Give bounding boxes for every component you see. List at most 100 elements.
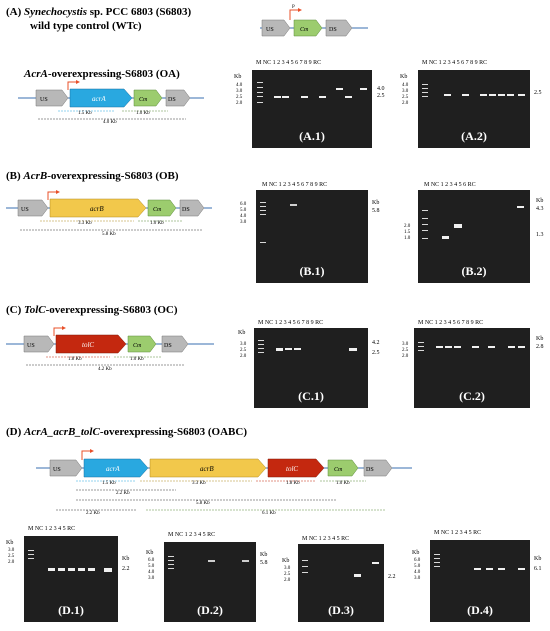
section-c-title: (C) TolC-overexpressing-S6803 (OC)	[6, 304, 178, 316]
gel-d3: (D.3)	[298, 544, 384, 622]
wt-ds-label: DS	[329, 27, 337, 33]
oc-dist3: 4.2 Kb	[98, 367, 112, 372]
gel-b2-kb: Kb	[536, 198, 544, 204]
wt-cm-label: Cm	[300, 27, 309, 33]
svg-text:Cm: Cm	[139, 97, 148, 103]
gel-c2-label: (C.2)	[459, 389, 485, 403]
svg-text:Cm: Cm	[133, 343, 142, 349]
wt-construct-diagram: US P Cm DS	[260, 5, 368, 37]
gel-b2: (B.2)	[418, 190, 530, 283]
gel-d1-label: (D.1)	[58, 603, 84, 617]
svg-text:US: US	[53, 467, 61, 473]
gel-b1-label: (B.1)	[299, 264, 325, 278]
oc-dist2: 1.0 Kb	[130, 357, 144, 362]
gel-d4-kb-right: Kb	[534, 556, 542, 562]
oa-dist3: 4.0 Kb	[103, 120, 117, 125]
gel-a2-kb: Kb	[400, 74, 408, 80]
gel-d1-kb: Kb	[6, 540, 14, 546]
gel-a1-label: (A.1)	[299, 129, 325, 143]
gel-d4-kb: Kb	[412, 550, 420, 556]
gel-d1: (D.1)	[24, 536, 118, 622]
ob-dist2: 1.0 Kb	[150, 221, 164, 226]
gel-d2-sizes: 6.0 5.0 4.0 3.0	[148, 558, 155, 581]
gel-b2-right2: 1.3	[536, 232, 544, 238]
gel-c2: (C.2)	[414, 328, 530, 408]
gel-d1-right1: 2.2	[122, 566, 130, 572]
svg-text:tolC: tolC	[286, 465, 298, 473]
gel-a1-right1: 4.0	[377, 86, 385, 92]
gel-d4-sizes: 6.0 5.0 4.0 3.0	[414, 558, 421, 581]
gel-d3-right1: 2.2	[388, 574, 396, 580]
svg-text:3.3 Kb: 3.3 Kb	[192, 481, 206, 486]
gel-a1: (A.1)	[252, 70, 372, 148]
svg-text:1.8 Kb: 1.8 Kb	[286, 481, 300, 486]
svg-text:US: US	[40, 97, 48, 103]
gel-d3-lanes: M NC 1 2 3 4 5 RC	[302, 536, 350, 542]
gel-c2-lanes: M NC 1 2 3 4 5 6 7 8 9 RC	[418, 320, 484, 326]
oa-gene-label: acrA	[92, 95, 106, 103]
gel-c2-sizes: 3.0 2.5 2.0	[402, 342, 409, 359]
gel-b1-sizes: 6.0 5.0 4.0 3.0	[240, 202, 247, 225]
svg-text:acrB: acrB	[200, 465, 214, 473]
svg-text:2.2 Kb: 2.2 Kb	[86, 511, 100, 516]
wt-us-label: US	[266, 27, 274, 33]
ob-gene-label: acrB	[90, 205, 104, 213]
gel-a1-sizes: 4.0 3.0 2.5 2.0	[236, 83, 243, 106]
gel-d2-kb-right: Kb	[260, 552, 268, 558]
section-a-title: (A) Synechocystis sp. PCC 6803 (S6803)	[6, 6, 192, 18]
gel-c1-sizes: 3.0 2.5 2.0	[240, 342, 247, 359]
gel-d3-kb: Kb	[282, 558, 290, 564]
gel-c2-right1: 2.8	[536, 344, 544, 350]
gel-d4: (D.4)	[430, 540, 530, 622]
svg-text:DS: DS	[164, 343, 172, 349]
svg-text:DS: DS	[366, 467, 374, 473]
gel-b1: (B.1)	[256, 190, 368, 283]
svg-text:US: US	[21, 207, 29, 213]
gel-a1-right2: 2.5	[377, 93, 385, 99]
gel-a2-label: (A.2)	[461, 129, 487, 143]
gel-d1-lanes: M NC 1 2 3 4 5 RC	[28, 526, 76, 532]
oc-gene-label: tolC	[82, 341, 94, 349]
svg-text:1.0 Kb: 1.0 Kb	[336, 481, 350, 486]
gel-a1-kb: Kb	[234, 74, 242, 80]
section-d-title: (D) AcrA_acrB_tolC-overexpressing-S6803 …	[6, 426, 247, 438]
gel-b2-lanes: M NC 1 2 3 4 5 6 RC	[424, 182, 476, 188]
ob-dist1: 3.3 Kb	[78, 221, 92, 226]
gel-c1-right2: 2.5	[372, 350, 380, 356]
gel-d4-lanes: M NC 1 2 3 4 5 RC	[434, 530, 482, 536]
section-a-subtitle: wild type control (WTc)	[30, 20, 142, 32]
gel-b1-lanes: M NC 1 2 3 4 5 6 7 8 9 RC	[262, 182, 328, 188]
gel-a2-right1: 2.5	[534, 90, 542, 96]
gel-b2-right1: 4.3	[536, 206, 544, 212]
svg-text:Cm: Cm	[334, 467, 343, 473]
oa-dist1: 1.5 Kb	[78, 111, 92, 116]
oa-title: AcrA-overexpressing-S6803 (OA)	[24, 68, 180, 80]
gel-c1-right1: 4.2	[372, 340, 380, 346]
svg-text:2.2 Kb: 2.2 Kb	[116, 491, 130, 496]
wt-promoter-label: P	[292, 5, 295, 10]
gel-a1-lanes: M NC 1 2 3 4 5 6 7 8 9 RC	[256, 60, 322, 66]
gel-d2-right1: 5.8	[260, 560, 268, 566]
gel-c1-lanes: M NC 1 2 3 4 5 6 7 8 9 RC	[258, 320, 324, 326]
oabc-construct-diagram: US acrA acrB tolC Cm DS 1.5 Kb 3.3 Kb 1.…	[36, 449, 412, 516]
gel-d4-right1: 6.1	[534, 566, 542, 572]
svg-text:DS: DS	[182, 207, 190, 213]
oc-dist1: 1.8 Kb	[68, 357, 82, 362]
gel-b1-kb: Kb	[372, 200, 380, 206]
gel-a2-lanes: M NC 1 2 3 4 5 6 7 8 9 RC	[422, 60, 488, 66]
svg-text:Cm: Cm	[153, 207, 162, 213]
ob-construct-diagram: US acrB Cm DS 3.3 Kb 1.0 Kb 5.8 Kb	[6, 190, 212, 237]
svg-text:US: US	[27, 343, 35, 349]
gel-d2: (D.2)	[164, 542, 256, 622]
gel-d2-kb: Kb	[146, 550, 154, 556]
section-b-title: (B) AcrB-overexpressing-S6803 (OB)	[6, 170, 179, 182]
oa-construct-diagram: US acrA Cm DS 1.5 Kb 1.0 Kb 4.0 Kb	[18, 80, 204, 125]
gel-d3-sizes: 3.0 2.5 2.0	[284, 566, 291, 583]
gel-c1-label: (C.1)	[298, 389, 324, 403]
gel-b2-label: (B.2)	[461, 264, 487, 278]
gel-d2-label: (D.2)	[197, 603, 223, 617]
gel-c1-kb: Kb	[238, 330, 246, 336]
gel-d3-label: (D.3)	[328, 603, 354, 617]
svg-text:6.1 Kb: 6.1 Kb	[262, 511, 276, 516]
gel-d1-kb-right: Kb	[122, 556, 130, 562]
